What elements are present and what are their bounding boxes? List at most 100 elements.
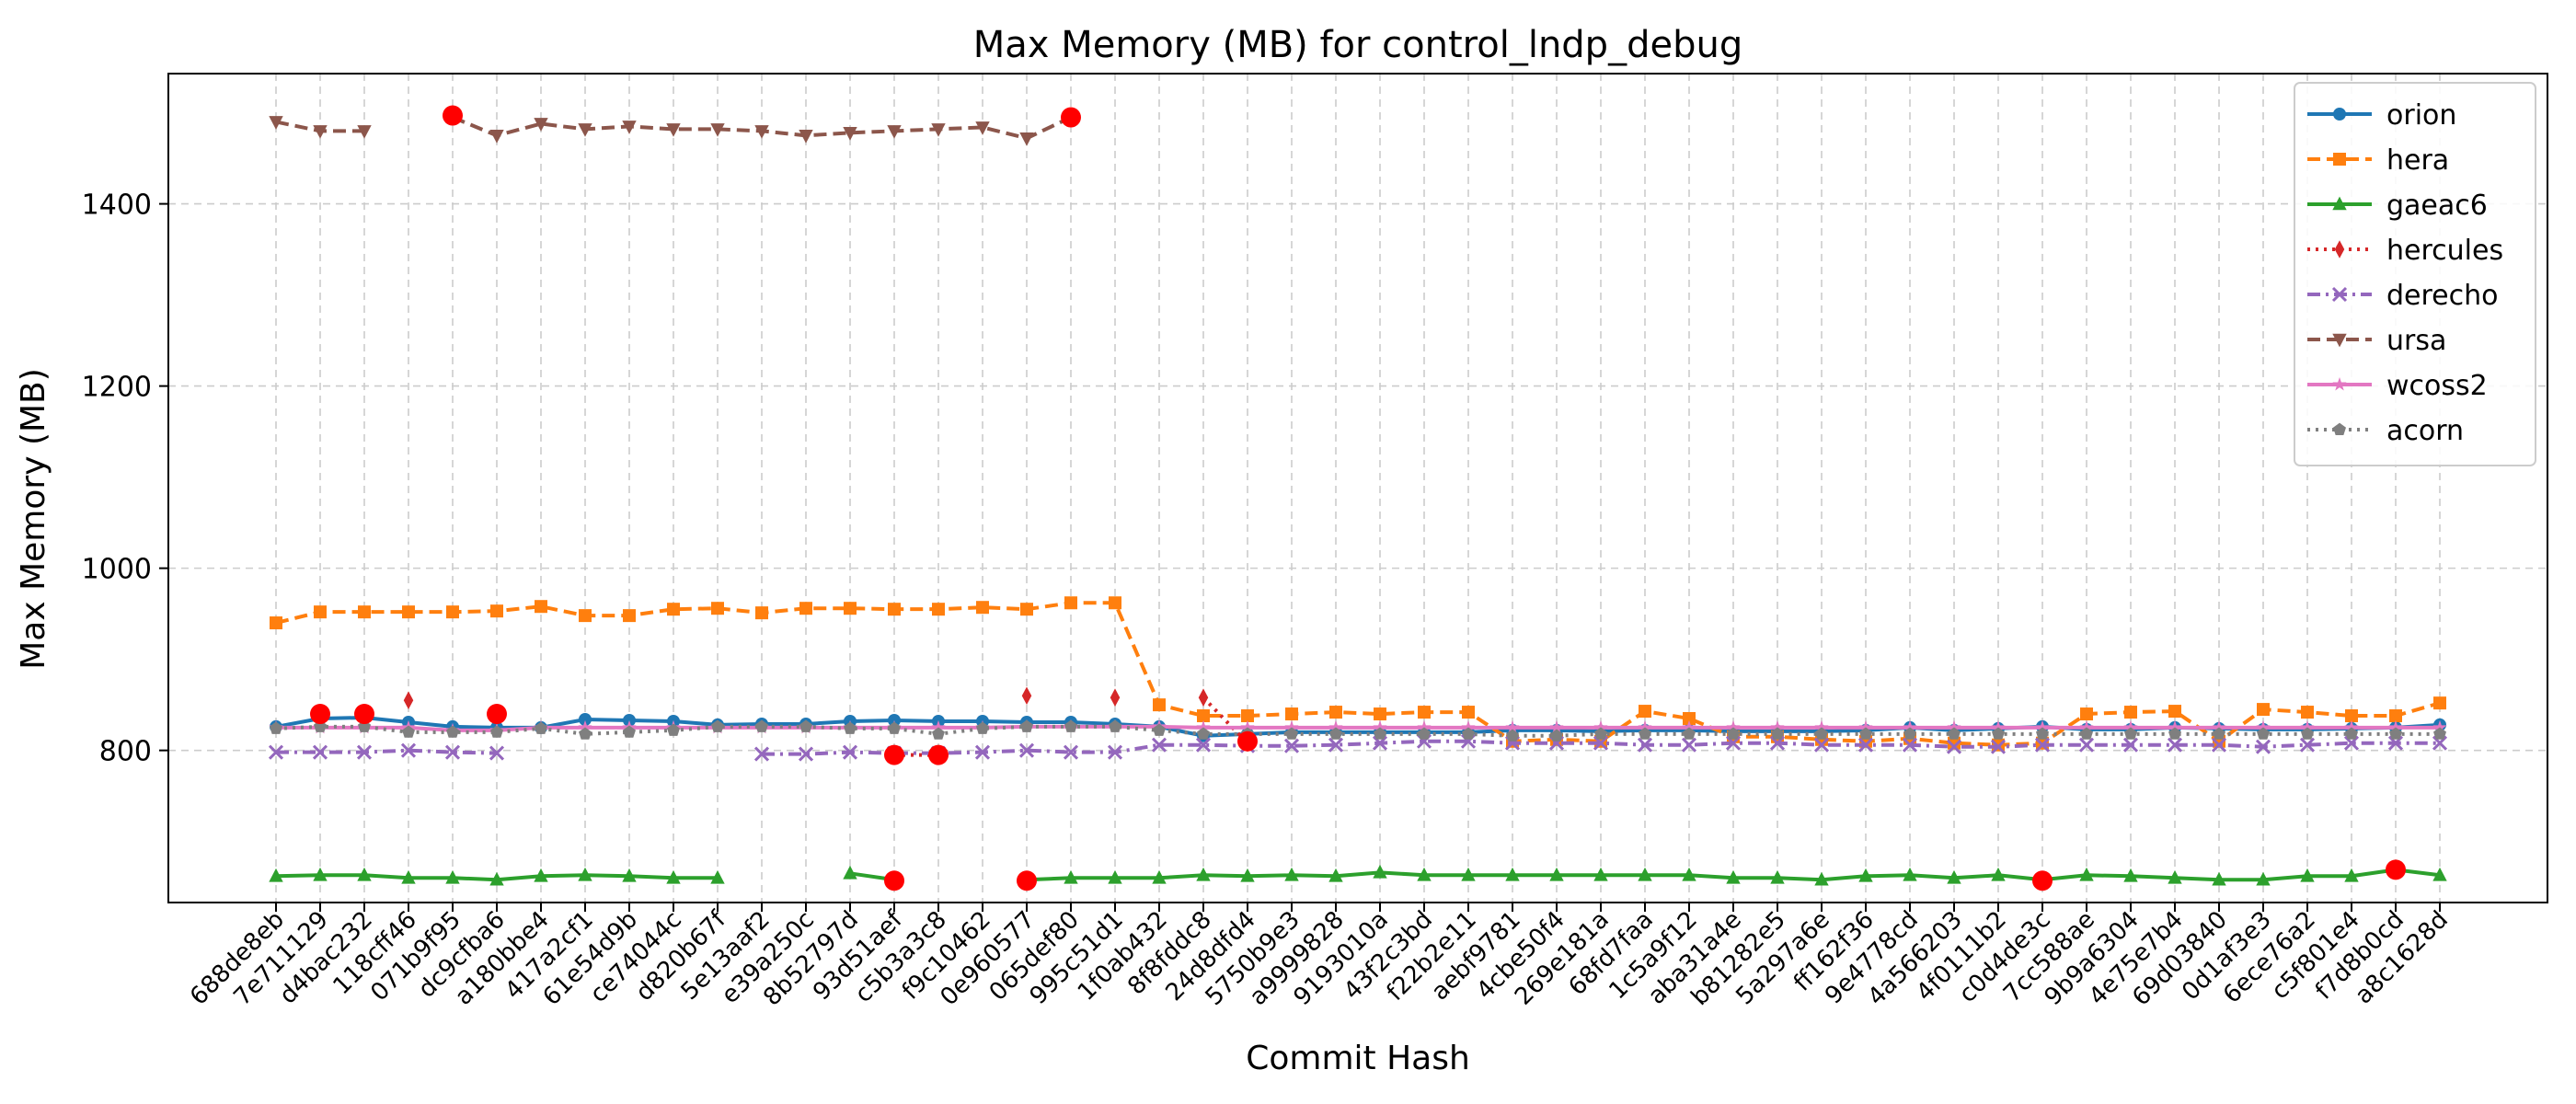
data-point-ursa bbox=[666, 123, 681, 137]
data-point-acorn bbox=[2433, 727, 2446, 740]
data-point-acorn bbox=[888, 721, 901, 734]
data-point-hera bbox=[535, 600, 547, 614]
legend-marker-hercules bbox=[2334, 240, 2345, 259]
legend-box bbox=[2294, 82, 2536, 466]
data-point-gaeac6 bbox=[2432, 867, 2447, 881]
data-point-acorn bbox=[2080, 727, 2093, 740]
data-point-acorn bbox=[2168, 727, 2181, 740]
data-point-wcoss2 bbox=[1549, 719, 1564, 734]
data-point-gaeac6 bbox=[1196, 867, 1211, 881]
data-point-wcoss2 bbox=[1770, 719, 1785, 734]
data-point-acorn bbox=[667, 723, 680, 736]
legend-marker-ursa bbox=[2332, 333, 2347, 348]
data-point-hera bbox=[1109, 596, 1121, 610]
data-point-hera bbox=[667, 603, 680, 616]
data-point-acorn bbox=[2389, 727, 2402, 740]
x-axis-label: Commit Hash bbox=[1246, 1040, 1470, 1077]
data-point-gaeac6 bbox=[1505, 867, 1520, 881]
data-point-derecho bbox=[312, 744, 328, 760]
data-point-acorn bbox=[623, 725, 636, 738]
data-point-acorn bbox=[1903, 727, 1916, 740]
y-axis-ticks: 800 1000 1200 1400 bbox=[82, 190, 168, 768]
data-point-ursa bbox=[357, 125, 372, 139]
plot-frame bbox=[167, 73, 2548, 903]
data-point-ursa bbox=[269, 116, 283, 130]
red-highlight-markers bbox=[310, 105, 2406, 891]
data-point-acorn bbox=[402, 725, 415, 738]
data-point-acorn bbox=[270, 721, 282, 734]
legend-label-wcoss2: wcoss2 bbox=[2386, 370, 2488, 402]
data-point-hera bbox=[799, 602, 812, 615]
data-point-wcoss2 bbox=[931, 719, 946, 734]
data-point-hera bbox=[1462, 706, 1475, 719]
data-point-wcoss2 bbox=[1373, 719, 1387, 734]
data-point-wcoss2 bbox=[1240, 719, 1255, 734]
data-point-acorn bbox=[2124, 727, 2137, 740]
data-point-gaeac6 bbox=[1417, 867, 1432, 881]
data-point-wcoss2 bbox=[2212, 719, 2226, 734]
data-point-derecho bbox=[798, 746, 814, 762]
red-highlight-marker bbox=[487, 704, 507, 725]
legend-marker-gaeac6 bbox=[2332, 196, 2347, 211]
data-point-gaeac6 bbox=[1814, 871, 1829, 886]
y-tick-label: 1000 bbox=[82, 554, 152, 586]
data-point-derecho bbox=[1372, 735, 1388, 751]
data-point-hera bbox=[932, 603, 945, 616]
data-point-hera bbox=[2345, 709, 2358, 723]
data-point-acorn bbox=[1683, 727, 1696, 740]
data-point-derecho bbox=[489, 745, 505, 761]
data-point-wcoss2 bbox=[1814, 719, 1829, 734]
data-point-hera bbox=[490, 604, 503, 618]
data-point-derecho bbox=[2167, 737, 2183, 753]
data-point-acorn bbox=[1285, 727, 1298, 740]
data-point-gaeac6 bbox=[2300, 868, 2315, 882]
data-point-derecho bbox=[1769, 735, 1786, 751]
legend-label-derecho: derecho bbox=[2386, 280, 2499, 312]
legend-marker-derecho bbox=[2331, 286, 2348, 303]
data-point-acorn bbox=[2301, 727, 2314, 740]
data-point-hera bbox=[1683, 711, 1696, 725]
data-point-acorn bbox=[1859, 727, 1872, 740]
data-point-ursa bbox=[887, 125, 902, 139]
data-point-acorn bbox=[535, 721, 547, 734]
data-point-gaeac6 bbox=[1726, 869, 1741, 884]
data-point-hera bbox=[358, 605, 371, 619]
data-point-acorn bbox=[1948, 727, 1961, 740]
data-point-gaeac6 bbox=[666, 869, 681, 884]
data-point-hera bbox=[270, 616, 282, 630]
data-point-hera bbox=[976, 601, 989, 615]
legend-marker-hera bbox=[2333, 153, 2346, 166]
data-point-acorn bbox=[932, 727, 945, 740]
legend-label-orion: orion bbox=[2386, 99, 2456, 132]
data-point-derecho bbox=[268, 744, 284, 760]
data-point-hera bbox=[1639, 705, 1651, 719]
data-point-derecho bbox=[444, 744, 461, 760]
legend-marker-acorn bbox=[2333, 422, 2346, 435]
data-point-gaeac6 bbox=[2344, 868, 2359, 882]
data-point-hera bbox=[1329, 706, 1342, 719]
data-point-wcoss2 bbox=[2123, 719, 2138, 734]
data-point-acorn bbox=[2257, 727, 2270, 740]
series-line-hercules bbox=[1202, 696, 1249, 745]
data-point-hera bbox=[1020, 603, 1033, 616]
data-point-ursa bbox=[622, 121, 637, 134]
data-point-acorn bbox=[1639, 727, 1651, 740]
data-point-hera bbox=[2168, 705, 2181, 719]
data-point-gaeac6 bbox=[1328, 868, 1343, 882]
data-point-gaeac6 bbox=[357, 867, 372, 881]
red-highlight-marker bbox=[1017, 870, 1037, 891]
data-point-gaeac6 bbox=[1152, 869, 1167, 884]
red-highlight-marker bbox=[443, 105, 463, 126]
data-point-gaeac6 bbox=[1240, 868, 1255, 882]
data-point-acorn bbox=[2345, 727, 2358, 740]
data-point-derecho bbox=[2122, 737, 2139, 753]
data-point-ursa bbox=[534, 118, 548, 132]
data-point-wcoss2 bbox=[1947, 719, 1961, 734]
red-highlight-marker bbox=[1237, 730, 1258, 752]
data-point-hera bbox=[844, 602, 857, 615]
data-point-wcoss2 bbox=[1593, 719, 1608, 734]
data-point-gaeac6 bbox=[578, 867, 592, 881]
data-point-derecho bbox=[842, 744, 858, 760]
data-point-derecho bbox=[753, 746, 770, 762]
